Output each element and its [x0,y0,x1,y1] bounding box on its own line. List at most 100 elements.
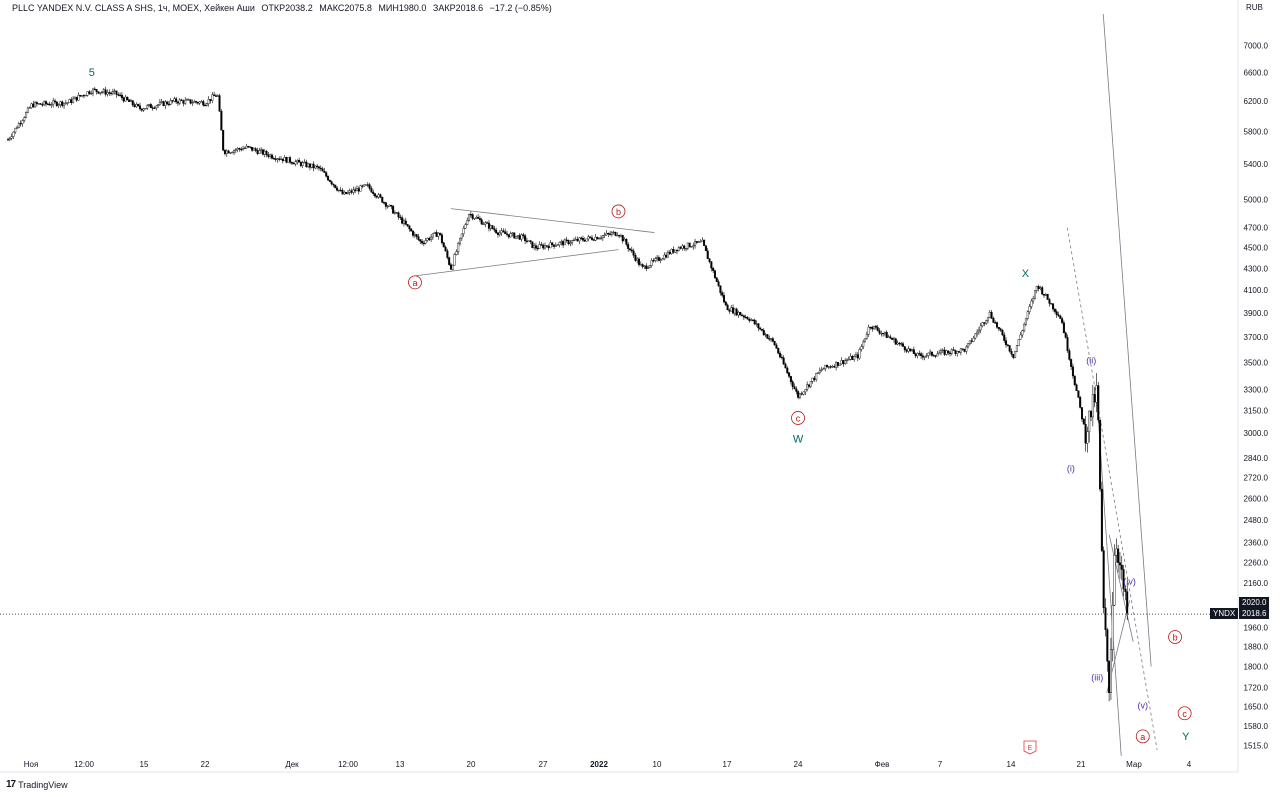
candle-body [603,234,606,236]
candle-body [64,102,67,104]
candle-body [316,165,319,168]
candle-body [104,89,107,95]
candle-body [674,249,677,253]
candle-body [956,351,959,354]
candle-body [35,102,38,105]
candle-body [160,101,163,103]
wave-label: b [1173,632,1178,642]
candle-body [489,225,492,229]
candle-body [110,92,113,94]
x-tick-label: Мар [1126,760,1142,769]
symbol-title: PLLC YANDEX N.V. CLASS A SHS, 1ч, MOEX, … [12,3,255,13]
candle-body [1082,418,1085,425]
candle-body [79,94,82,97]
wave-label: Y [1182,731,1190,743]
candle-body [889,336,892,339]
candle-body [553,244,556,247]
candle-body [824,364,827,369]
candle-body [99,92,102,94]
candle-body [1041,287,1044,295]
candle-body [484,222,487,225]
candle-body [701,239,704,242]
candle-body [809,381,812,387]
candle-body [721,292,724,296]
candle-body [238,148,241,150]
candle-body [437,232,440,237]
candle-body [52,100,55,105]
candle-body [695,241,698,243]
candle-body [218,95,221,112]
candle-body [413,234,416,236]
wave-label-circle [791,411,805,425]
candle-body [6,139,9,141]
candle-body [68,99,71,103]
candle-body [140,108,143,111]
candle-body [352,189,355,193]
candle-body [231,152,234,154]
candle-body [522,234,525,236]
candle-body [768,338,771,340]
wave-label: (ii) [1086,355,1096,365]
candle-body [90,92,93,95]
candle-body [155,105,158,109]
candle-body [833,366,836,368]
candle-body [601,235,604,239]
candle-body [659,259,662,261]
candle-body [361,185,364,187]
candle-body [779,352,782,358]
candle-body [327,176,330,181]
candle-body [395,212,398,214]
candle-body [916,353,919,357]
candle-body [1091,394,1094,418]
candle-body [516,235,519,237]
candle-body [826,364,829,368]
candle-body [473,218,476,220]
candle-body [562,241,565,246]
candle-body [25,112,28,118]
candle-body [254,148,257,151]
candle-body [43,101,46,105]
candle-body [184,99,187,104]
candle-body [581,238,584,241]
candle-body [281,158,284,162]
candle-body [187,99,190,101]
tradingview-logo[interactable]: 17 TradingView [6,779,68,790]
candle-body [180,99,183,101]
wave-label: c [1182,709,1187,719]
candle-body [551,242,554,246]
candle-body [175,98,178,103]
candle-body [93,88,96,90]
candle-body [223,149,226,155]
candle-body [1126,591,1129,614]
candle-body [346,192,349,195]
y-tick-label: 7000.0 [1244,42,1269,51]
candle-body [63,102,66,106]
candle-body [477,217,480,219]
candle-body [596,236,599,240]
y-tick-label: 2840.0 [1244,454,1269,463]
candle-body [789,376,792,382]
candle-body [330,181,333,185]
candle-body [1086,431,1089,444]
candle-body [979,325,982,331]
candle-body [766,334,769,339]
candle-body [144,108,147,110]
candle-body [639,264,642,266]
candle-body [1070,359,1073,367]
candle-body [182,100,185,104]
y-tick-label: 1800.0 [1244,663,1269,672]
candle-body [751,319,754,321]
candle-body [32,103,35,108]
candle-body [72,98,75,103]
candle-body [798,393,801,398]
wave-label: (iv) [1123,577,1136,587]
candle-body [173,98,176,102]
candle-body [988,312,991,318]
candle-body [802,391,805,395]
candle-body [741,314,744,317]
candle-body [487,222,490,229]
candle-body [1015,345,1018,352]
y-tick-label: 6600.0 [1244,68,1269,77]
candle-body [1032,298,1035,302]
